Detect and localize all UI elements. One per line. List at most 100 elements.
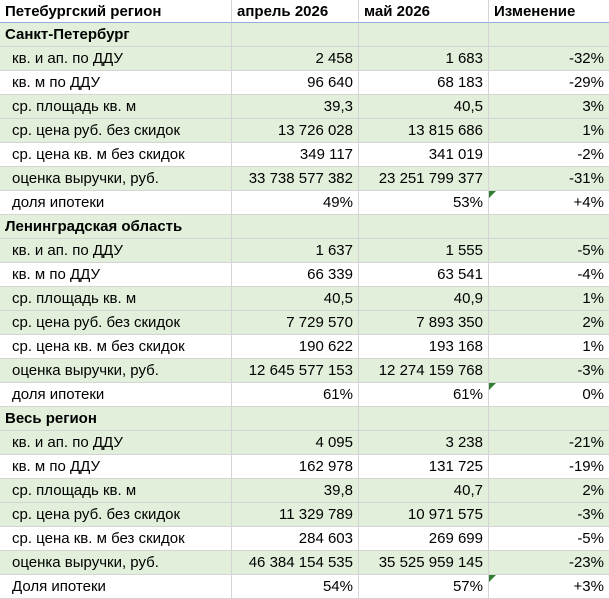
change-value-cell[interactable]: 0% (489, 383, 609, 407)
april-value-cell[interactable]: 2 458 (232, 47, 359, 71)
change-value-cell[interactable]: -3% (489, 359, 609, 383)
may-value-cell[interactable]: 63 541 (359, 263, 489, 287)
april-value-cell[interactable]: 39,3 (232, 95, 359, 119)
change-value-cell[interactable]: 3% (489, 95, 609, 119)
may-value-cell[interactable]: 35 525 959 145 (359, 551, 489, 575)
metric-label-cell[interactable]: ср. цена руб. без скидок (0, 503, 232, 527)
change-value-cell[interactable]: -5% (489, 527, 609, 551)
may-value-cell[interactable]: 269 699 (359, 527, 489, 551)
metric-label-cell[interactable]: доля ипотеки (0, 383, 232, 407)
header-region[interactable]: Петебургский регион (0, 0, 232, 23)
change-value-cell[interactable]: -31% (489, 167, 609, 191)
metric-label-cell[interactable]: ср. цена руб. без скидок (0, 311, 232, 335)
change-value-cell[interactable]: -23% (489, 551, 609, 575)
metric-label-cell[interactable]: ср. площадь кв. м (0, 479, 232, 503)
change-value-cell[interactable]: 2% (489, 311, 609, 335)
may-value-cell[interactable]: 68 183 (359, 71, 489, 95)
section-title[interactable]: Санкт-Петербург (0, 23, 232, 47)
may-value-cell[interactable]: 193 168 (359, 335, 489, 359)
change-value-cell[interactable]: -2% (489, 143, 609, 167)
metric-label-cell[interactable]: кв. и ап. по ДДУ (0, 239, 232, 263)
change-value-cell[interactable]: -19% (489, 455, 609, 479)
april-value-cell[interactable]: 49% (232, 191, 359, 215)
april-value-cell[interactable]: 13 726 028 (232, 119, 359, 143)
april-value-cell[interactable]: 66 339 (232, 263, 359, 287)
metric-label-cell[interactable]: ср. площадь кв. м (0, 287, 232, 311)
may-value-cell[interactable]: 53% (359, 191, 489, 215)
change-value-cell[interactable]: +4% (489, 191, 609, 215)
may-value-cell[interactable]: 1 683 (359, 47, 489, 71)
header-april[interactable]: апрель 2026 (232, 0, 359, 23)
empty-cell[interactable] (359, 407, 489, 431)
april-value-cell[interactable]: 61% (232, 383, 359, 407)
section-title[interactable]: Ленинградская область (0, 215, 232, 239)
change-value-cell[interactable]: +3% (489, 575, 609, 599)
metric-label-cell[interactable]: оценка выручки, руб. (0, 551, 232, 575)
metric-label-cell[interactable]: ср. цена руб. без скидок (0, 119, 232, 143)
change-value-cell[interactable]: 1% (489, 287, 609, 311)
may-value-cell[interactable]: 1 555 (359, 239, 489, 263)
april-value-cell[interactable]: 4 095 (232, 431, 359, 455)
empty-cell[interactable] (232, 407, 359, 431)
may-value-cell[interactable]: 341 019 (359, 143, 489, 167)
april-value-cell[interactable]: 54% (232, 575, 359, 599)
metric-label-cell[interactable]: ср. цена кв. м без скидок (0, 335, 232, 359)
change-value-cell[interactable]: -4% (489, 263, 609, 287)
change-value-cell[interactable]: 1% (489, 335, 609, 359)
header-may[interactable]: май 2026 (359, 0, 489, 23)
change-value-cell[interactable]: -32% (489, 47, 609, 71)
metric-label-cell[interactable]: кв. м по ДДУ (0, 263, 232, 287)
empty-cell[interactable] (489, 23, 609, 47)
metric-label-cell[interactable]: оценка выручки, руб. (0, 359, 232, 383)
header-change[interactable]: Изменение (489, 0, 609, 23)
april-value-cell[interactable]: 12 645 577 153 (232, 359, 359, 383)
empty-cell[interactable] (359, 23, 489, 47)
may-value-cell[interactable]: 131 725 (359, 455, 489, 479)
metric-label-cell[interactable]: кв. м по ДДУ (0, 455, 232, 479)
april-value-cell[interactable]: 349 117 (232, 143, 359, 167)
april-value-cell[interactable]: 162 978 (232, 455, 359, 479)
april-value-cell[interactable]: 33 738 577 382 (232, 167, 359, 191)
may-value-cell[interactable]: 13 815 686 (359, 119, 489, 143)
metric-label-cell[interactable]: ср. площадь кв. м (0, 95, 232, 119)
metric-label-cell[interactable]: ср. цена кв. м без скидок (0, 143, 232, 167)
may-value-cell[interactable]: 40,9 (359, 287, 489, 311)
change-value-cell[interactable]: -21% (489, 431, 609, 455)
empty-cell[interactable] (232, 215, 359, 239)
change-value-cell[interactable]: 1% (489, 119, 609, 143)
change-value-cell[interactable]: -5% (489, 239, 609, 263)
change-value-cell[interactable]: -3% (489, 503, 609, 527)
may-value-cell[interactable]: 10 971 575 (359, 503, 489, 527)
metric-label-cell[interactable]: Доля ипотеки (0, 575, 232, 599)
may-value-cell[interactable]: 61% (359, 383, 489, 407)
may-value-cell[interactable]: 3 238 (359, 431, 489, 455)
april-value-cell[interactable]: 39,8 (232, 479, 359, 503)
metric-label-cell[interactable]: кв. и ап. по ДДУ (0, 47, 232, 71)
april-value-cell[interactable]: 7 729 570 (232, 311, 359, 335)
april-value-cell[interactable]: 190 622 (232, 335, 359, 359)
metric-label-cell[interactable]: кв. м по ДДУ (0, 71, 232, 95)
april-value-cell[interactable]: 284 603 (232, 527, 359, 551)
metric-label-cell[interactable]: кв. и ап. по ДДУ (0, 431, 232, 455)
empty-cell[interactable] (489, 215, 609, 239)
may-value-cell[interactable]: 40,5 (359, 95, 489, 119)
april-value-cell[interactable]: 46 384 154 535 (232, 551, 359, 575)
empty-cell[interactable] (359, 215, 489, 239)
change-value-cell[interactable]: 2% (489, 479, 609, 503)
may-value-cell[interactable]: 12 274 159 768 (359, 359, 489, 383)
metric-label-cell[interactable]: доля ипотеки (0, 191, 232, 215)
may-value-cell[interactable]: 57% (359, 575, 489, 599)
april-value-cell[interactable]: 11 329 789 (232, 503, 359, 527)
april-value-cell[interactable]: 40,5 (232, 287, 359, 311)
empty-cell[interactable] (232, 23, 359, 47)
metric-label-cell[interactable]: оценка выручки, руб. (0, 167, 232, 191)
change-value-cell[interactable]: -29% (489, 71, 609, 95)
may-value-cell[interactable]: 7 893 350 (359, 311, 489, 335)
metric-label-cell[interactable]: ср. цена кв. м без скидок (0, 527, 232, 551)
empty-cell[interactable] (489, 407, 609, 431)
section-title[interactable]: Весь регион (0, 407, 232, 431)
april-value-cell[interactable]: 1 637 (232, 239, 359, 263)
may-value-cell[interactable]: 40,7 (359, 479, 489, 503)
april-value-cell[interactable]: 96 640 (232, 71, 359, 95)
may-value-cell[interactable]: 23 251 799 377 (359, 167, 489, 191)
